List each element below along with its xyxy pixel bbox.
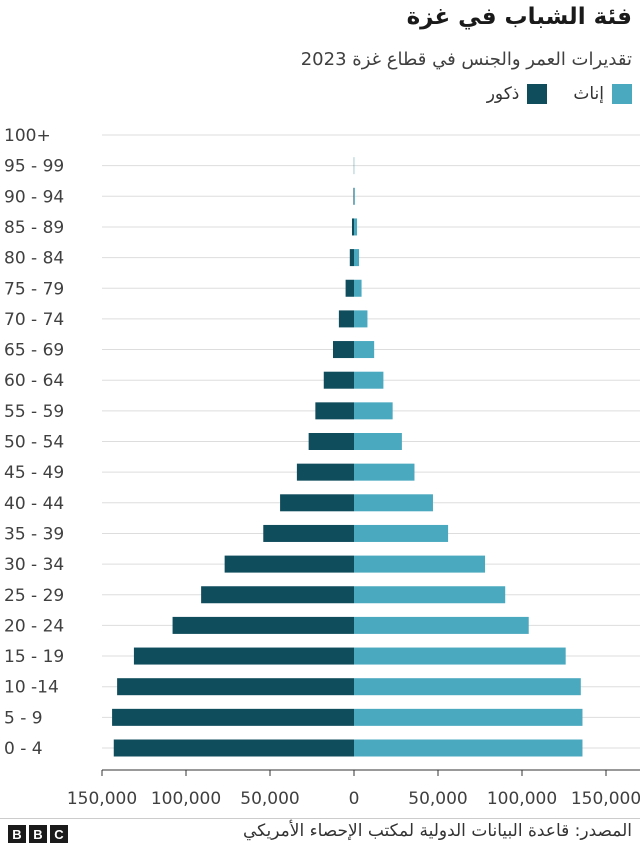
bar-female xyxy=(354,555,486,573)
bar-female xyxy=(354,371,384,389)
bar-female xyxy=(354,678,581,696)
y-tick-label: 15 - 19 xyxy=(4,647,64,667)
bar-male xyxy=(296,463,354,481)
y-tick-label: 100+ xyxy=(4,126,51,146)
x-tick-label: 150,000 xyxy=(67,789,137,808)
bar-male xyxy=(224,555,354,573)
y-tick-label: 90 - 94 xyxy=(4,187,64,207)
x-tick-label: 50,000 xyxy=(408,789,467,808)
x-tick-label: 150,000 xyxy=(571,789,640,808)
y-tick-label: 30 - 34 xyxy=(4,555,64,575)
y-tick-label: 75 - 79 xyxy=(4,279,64,299)
x-tick-label: 100,000 xyxy=(487,789,557,808)
bar-female xyxy=(354,616,529,634)
y-tick-label: 25 - 29 xyxy=(4,586,64,606)
bar-female xyxy=(354,647,566,665)
y-tick-label: 50 - 54 xyxy=(4,433,64,453)
bar-male xyxy=(338,310,354,328)
x-tick-label: 100,000 xyxy=(151,789,221,808)
legend-swatch-male xyxy=(527,84,548,104)
y-tick-label: 95 - 99 xyxy=(4,157,64,177)
footer-divider xyxy=(0,818,640,819)
bar-female xyxy=(354,402,393,420)
bar-female xyxy=(354,310,368,328)
bbc-logo-letter: B xyxy=(29,825,47,843)
bar-male xyxy=(201,586,354,604)
chart-title: فئة الشباب في غزة xyxy=(406,4,632,30)
bar-male xyxy=(263,524,354,542)
bar-male xyxy=(315,402,354,420)
bar-male xyxy=(349,249,354,267)
bar-male xyxy=(351,218,354,236)
population-pyramid-chart: 100+ 95 - 99 90 - 94 85 - 89 80 - 84 75 - 79 7… xyxy=(4,126,640,808)
bar-male xyxy=(117,678,355,696)
y-tick-label: 0 - 4 xyxy=(4,739,43,759)
legend-swatch-female xyxy=(612,84,632,104)
y-tick-label: 20 - 24 xyxy=(4,616,64,636)
bbc-logo: B B C xyxy=(8,825,71,843)
bar-female xyxy=(354,279,362,297)
bar-female xyxy=(354,586,506,604)
legend: إناث ذكور xyxy=(461,84,632,104)
bar-female xyxy=(354,187,355,205)
legend-label-female: إناث xyxy=(573,84,604,104)
bar-male xyxy=(280,494,354,512)
bar-female xyxy=(354,218,358,236)
bar-male xyxy=(112,708,354,726)
bar-male xyxy=(172,616,354,634)
y-tick-label: 5 - 9 xyxy=(4,708,43,728)
legend-label-male: ذكور xyxy=(486,84,520,104)
bar-male xyxy=(333,341,354,359)
bar-female xyxy=(354,341,375,359)
source-note: المصدر: قاعدة البيانات الدولية لمكتب الإ… xyxy=(242,821,632,841)
bar-female xyxy=(354,463,415,481)
legend-item-male: ذكور xyxy=(487,84,548,104)
bar-female xyxy=(354,494,433,512)
bbc-logo-letter: C xyxy=(50,825,68,843)
y-tick-label: 40 - 44 xyxy=(4,494,64,514)
y-tick-label: 85 - 89 xyxy=(4,218,64,238)
bar-female xyxy=(354,739,583,757)
bbc-logo-letter: B xyxy=(8,825,26,843)
bar-male xyxy=(133,647,354,665)
bar-male xyxy=(323,371,354,389)
y-tick-label: 80 - 84 xyxy=(4,249,64,269)
bar-male xyxy=(113,739,354,757)
y-tick-label: 65 - 69 xyxy=(4,341,64,361)
bar-male xyxy=(308,433,354,450)
bar-female xyxy=(354,433,402,450)
bar-female xyxy=(354,524,449,542)
x-tick-label: 50,000 xyxy=(240,789,299,808)
y-tick-label: 70 - 74 xyxy=(4,310,64,330)
legend-item-female: إناث xyxy=(573,84,632,104)
bar-male xyxy=(345,279,354,297)
bar-female xyxy=(354,249,360,267)
bar-female xyxy=(354,708,583,726)
y-tick-label: 60 - 64 xyxy=(4,371,64,391)
y-tick-label: 45 - 49 xyxy=(4,463,64,483)
x-tick-label: 0 xyxy=(349,789,360,808)
bar-male xyxy=(353,187,354,205)
y-tick-label: 10 -14 xyxy=(4,678,59,698)
y-tick-label: 35 - 39 xyxy=(4,524,64,544)
chart-subtitle: تقديرات العمر والجنس في قطاع غزة 2023 xyxy=(300,49,632,70)
y-tick-label: 55 - 59 xyxy=(4,402,64,422)
